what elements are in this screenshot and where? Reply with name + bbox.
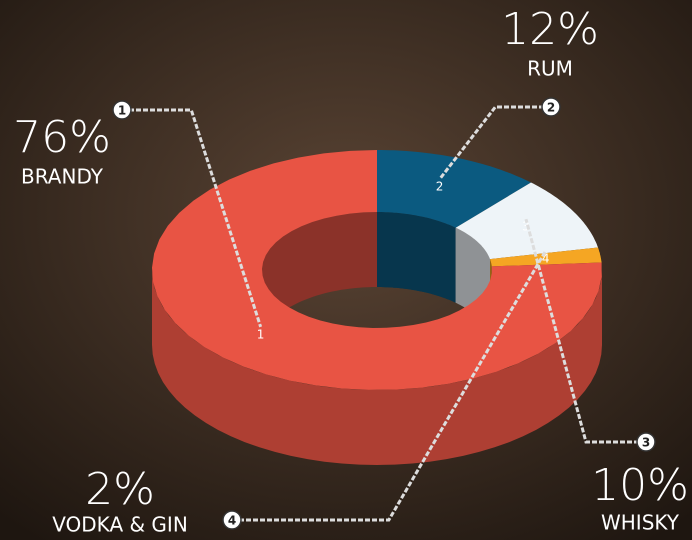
marker-number: 3 [642,436,650,450]
marker-number: 2 [547,101,555,115]
category-label: WHISKY [601,511,680,535]
marker-number: 4 [228,514,236,528]
percent-label: 12% [501,4,599,55]
percent-label: 10% [591,460,689,511]
percent-label: 76% [13,112,111,163]
category-label: RUM [527,57,573,81]
category-label: BRANDY [21,165,104,189]
percent-label: 2% [85,464,155,515]
chart: 2341 176%BRANDY212%RUM310%WHISKY42%VODKA… [0,0,692,540]
marker-number: 1 [118,104,126,118]
segment-number: 2 [436,180,444,194]
segment-number: 1 [257,327,265,341]
category-label: VODKA & GIN [52,513,188,537]
